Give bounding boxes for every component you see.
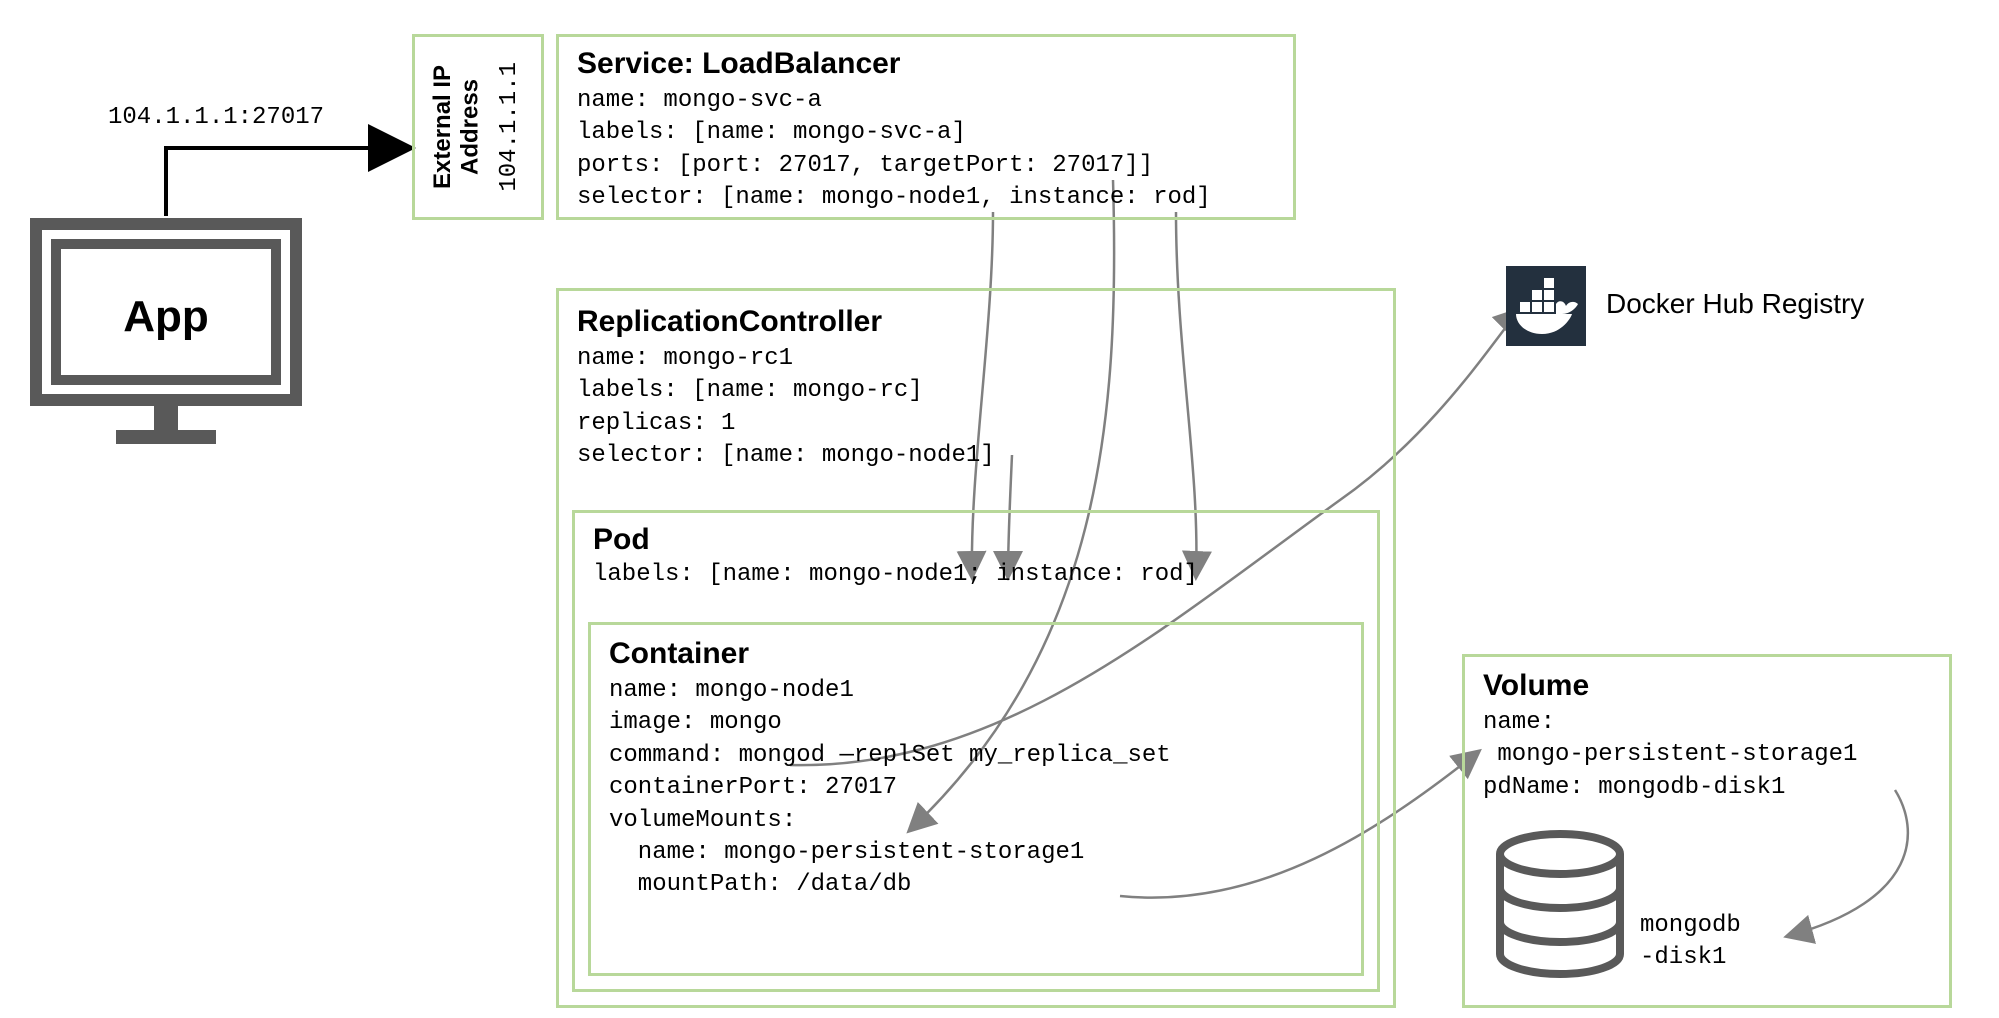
external-ip-value: 104.1.1.1	[494, 62, 526, 192]
docker-icon	[1506, 266, 1586, 346]
disk-icon	[1490, 830, 1630, 990]
diagram-canvas: 104.1.1.1:27017 App External IP Address …	[0, 0, 1999, 1018]
docker-label: Docker Hub Registry	[1606, 288, 1864, 320]
pod-body: labels: [name: mongo-node1; instance: ro…	[593, 559, 1359, 591]
rc-body: name: mongo-rc1 labels: [name: mongo-rc]…	[577, 343, 1375, 473]
app-label: App	[30, 292, 302, 342]
external-ip-label: 104.1.1.1:27017	[108, 102, 324, 134]
pod-title: Pod	[593, 523, 1359, 557]
rc-title: ReplicationController	[577, 305, 1375, 339]
external-ip-box: External IP Address 104.1.1.1	[412, 34, 544, 220]
disk-label: mongodb -disk1	[1640, 910, 1741, 975]
container-title: Container	[609, 637, 1343, 671]
service-body: name: mongo-svc-a labels: [name: mongo-s…	[577, 85, 1275, 215]
service-box: Service: LoadBalancer name: mongo-svc-a …	[556, 34, 1296, 220]
volume-title: Volume	[1483, 669, 1931, 703]
container-body: name: mongo-node1 image: mongo command: …	[609, 675, 1343, 902]
volume-body: name: mongo-persistent-storage1 pdName: …	[1483, 707, 1931, 804]
app-monitor-icon: App	[30, 218, 302, 448]
external-ip-title: External IP Address	[429, 37, 484, 217]
service-title: Service: LoadBalancer	[577, 47, 1275, 81]
container-box: Container name: mongo-node1 image: mongo…	[588, 622, 1364, 976]
